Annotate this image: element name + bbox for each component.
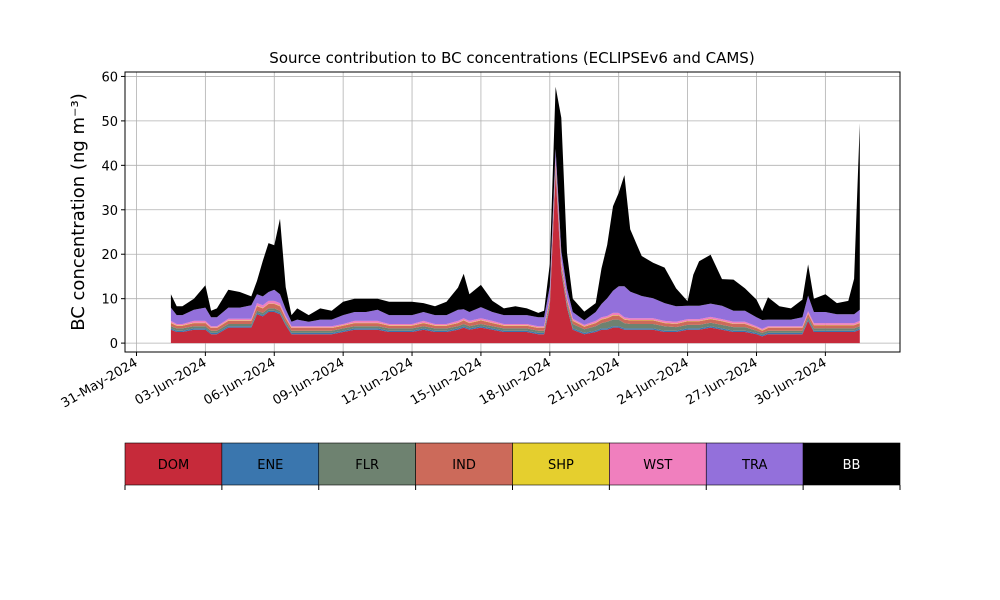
legend-swatch-ene [221,442,320,486]
legend-label-dom: DOM [158,458,189,473]
x-axis: 31-May-202403-Jun-202406-Jun-202409-Jun-… [59,352,830,411]
y-tick-label: 40 [101,159,118,174]
x-tick-label: 03-Jun-2024 [133,355,210,408]
legend-label-bb: BB [843,458,861,473]
legend: DOM ENE FLR IND SHP WST TRA BB [124,442,901,490]
legend-label-ene: ENE [257,458,283,473]
stacked-areas [170,86,860,344]
plot-frame [124,71,901,353]
legend-swatch-ind [415,442,513,486]
legend-swatch-flr [318,442,416,486]
legend-label-tra: TRA [741,458,767,473]
x-tick-label: 21-Jun-2024 [546,355,623,408]
y-tick-label: 20 [101,248,118,263]
x-tick-label: 24-Jun-2024 [615,355,692,408]
y-tick-label: 10 [101,293,118,308]
y-axis: 0 10 20 30 40 50 60 [101,70,125,352]
area-series-tra [170,148,860,329]
legend-swatch-shp [512,442,610,486]
legend-swatch-tra [705,442,804,486]
x-tick-label: 12-Jun-2024 [339,355,416,408]
legend-label-shp: SHP [548,458,574,473]
x-tick-label: 31-May-2024 [59,355,141,411]
x-tick-label: 15-Jun-2024 [408,355,485,408]
y-tick-label: 30 [101,204,118,219]
legend-label-wst: WST [643,458,672,473]
area-series-bb [170,86,860,322]
legend-swatch-wst [609,442,707,486]
x-tick-label: 09-Jun-2024 [270,355,347,408]
x-tick-label: 30-Jun-2024 [753,355,830,408]
chart-title: Source contribution to BC concentrations… [269,49,754,67]
legend-label-ind: IND [452,458,476,473]
y-tick-label: 50 [101,115,118,130]
x-tick-label: 27-Jun-2024 [684,355,761,408]
legend-label-flr: FLR [355,458,379,473]
y-axis-label: BC concentration (ng m⁻³) [68,93,89,331]
x-tick-label: 18-Jun-2024 [477,355,554,408]
y-tick-label: 0 [110,337,118,352]
legend-swatch-bb [802,442,901,486]
y-tick-label: 60 [101,70,118,85]
legend-swatch-dom [124,442,223,486]
x-tick-label: 06-Jun-2024 [201,355,278,408]
